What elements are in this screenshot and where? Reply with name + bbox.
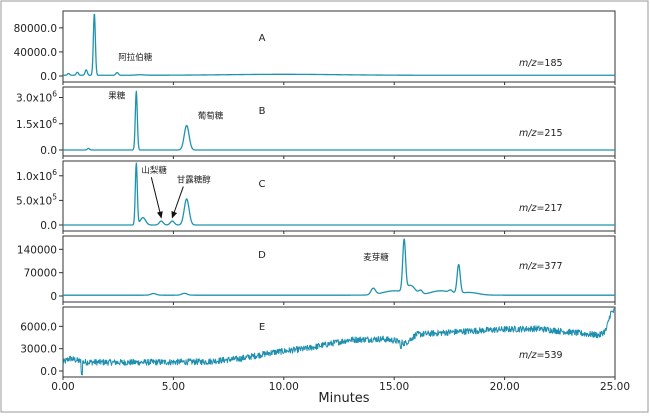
panel-letter: C bbox=[259, 179, 266, 190]
trace-line bbox=[62, 238, 616, 296]
y-tick-label: 40000.0 bbox=[14, 47, 57, 59]
x-tick-label: 25.00 bbox=[600, 381, 630, 393]
panels-group: 0.0 40000.0 80000.0 Am/z=185 阿拉伯糖 0.0 1.5x106 3… bbox=[14, 10, 616, 380]
y-tick-label: 1.0x106 bbox=[16, 168, 57, 183]
mz-label: m/z=185 bbox=[519, 58, 563, 69]
panel-frame bbox=[62, 306, 616, 378]
y-tick-label: 70000 bbox=[24, 268, 57, 280]
y-tick-label: 0.0 bbox=[40, 71, 57, 83]
trace-line bbox=[62, 90, 616, 151]
panel-a: 0.0 40000.0 80000.0 Am/z=185 阿拉伯糖 bbox=[14, 10, 616, 85]
peak-annotation: 山梨糖 bbox=[141, 165, 167, 176]
y-tick-label: 0 bbox=[50, 291, 57, 303]
x-tick-label: 0.00 bbox=[51, 381, 74, 393]
mz-label: m/z=539 bbox=[519, 350, 563, 361]
y-tick-label: 0.0 bbox=[40, 366, 57, 378]
annotation-arrow bbox=[171, 186, 184, 219]
x-tick-label: 5.00 bbox=[162, 381, 185, 393]
x-tick-label: 20.00 bbox=[490, 381, 520, 393]
panel-frame bbox=[62, 235, 616, 303]
panel-d: 0 70000 140000 Dm/z=377 麦芽糖 bbox=[17, 235, 616, 305]
peak-annotation: 果糖 bbox=[108, 90, 126, 101]
panel-letter: B bbox=[259, 106, 266, 117]
y-tick-label: 3.0x106 bbox=[16, 90, 57, 105]
panel-letter: E bbox=[259, 322, 265, 333]
mz-label: m/z=377 bbox=[519, 261, 563, 272]
y-tick-label: 0.0 bbox=[40, 145, 57, 157]
y-tick-label: 80000.0 bbox=[14, 23, 57, 35]
panel-letter: A bbox=[259, 33, 266, 44]
panel-frame bbox=[62, 10, 616, 83]
y-tick-label: 6000.0 bbox=[20, 321, 57, 333]
panel-frame bbox=[62, 160, 616, 232]
peak-annotation: 阿拉伯糖 bbox=[118, 52, 153, 63]
y-tick-label: 5.0x105 bbox=[16, 192, 57, 207]
panel-frame bbox=[62, 86, 616, 157]
trace-line bbox=[62, 308, 616, 376]
x-axis-label: Minutes bbox=[318, 391, 369, 406]
peak-annotation: 甘露糖醇 bbox=[177, 175, 212, 186]
annotation-arrow bbox=[150, 177, 163, 219]
peak-annotation: 葡萄糖 bbox=[198, 111, 224, 122]
trace-line bbox=[62, 13, 616, 76]
panel-letter: D bbox=[258, 250, 266, 261]
peak-annotation: 麦芽糖 bbox=[363, 252, 389, 263]
mz-label: m/z=217 bbox=[519, 203, 563, 214]
y-tick-label: 0.0 bbox=[40, 220, 57, 232]
y-tick-label: 1.5x106 bbox=[16, 116, 57, 131]
y-tick-label: 140000 bbox=[17, 244, 57, 256]
trace-line bbox=[62, 162, 616, 226]
x-tick-label: 10.00 bbox=[269, 381, 299, 393]
mz-label: m/z=215 bbox=[519, 128, 563, 139]
y-tick-label: 3000.0 bbox=[20, 344, 57, 356]
x-axis: 0.00 5.00 10.00 15.00 20.00 25.00 bbox=[51, 381, 630, 393]
panel-e: 0.0 3000.0 6000.0 Em/z=539 bbox=[20, 306, 616, 380]
x-tick-label: 15.00 bbox=[379, 381, 409, 393]
